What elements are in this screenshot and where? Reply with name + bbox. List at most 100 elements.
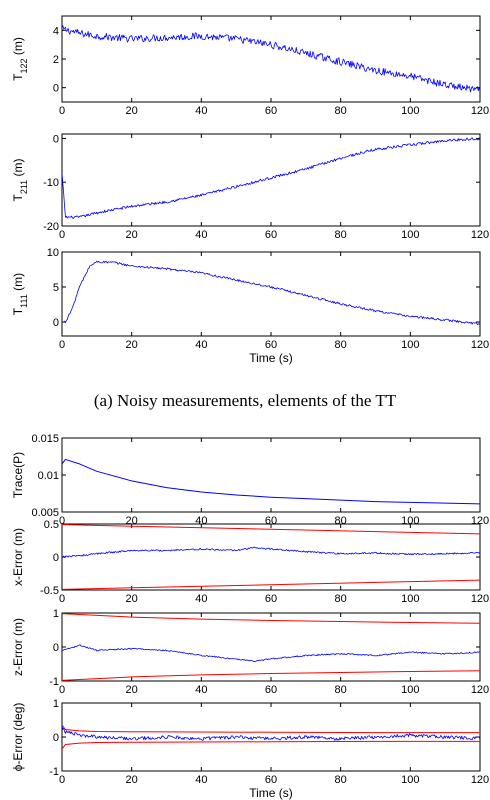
x-tick-label: 80 (335, 774, 347, 786)
x-tick-label: 40 (195, 684, 207, 696)
x-tick-label: 100 (401, 593, 419, 605)
plot-frame (61, 612, 481, 682)
y-axis-label: T122 (m) (11, 37, 29, 81)
x-tick-label: 120 (471, 774, 489, 786)
x-tick-label: 40 (195, 229, 207, 241)
y-tick-label: -20 (43, 221, 59, 233)
x-tick-label: 100 (401, 684, 419, 696)
y-tick-label: 0 (53, 133, 59, 145)
x-tick-label: 0 (59, 515, 65, 527)
x-tick-label: 60 (265, 593, 277, 605)
x-tick-label: 0 (59, 229, 65, 241)
y-axis-label: T111 (m) (11, 273, 29, 315)
x-tick-label: 120 (471, 105, 489, 117)
estimate-line (62, 458, 480, 505)
x-tick-label: 80 (335, 339, 347, 351)
y-tick-label: 2 (53, 54, 59, 66)
estimate-line (62, 25, 480, 93)
x-tick-label: 80 (335, 229, 347, 241)
estimate-line (62, 260, 480, 326)
x-tick-label: 80 (335, 684, 347, 696)
x-tick-label: 120 (471, 593, 489, 605)
y-tick-label: 0 (53, 83, 59, 95)
plot-frame (61, 437, 481, 513)
estimate-line (62, 137, 480, 219)
x-tick-label: 20 (126, 229, 138, 241)
x-tick-label: 40 (195, 339, 207, 351)
estimate-line (62, 546, 480, 558)
bound-line (62, 613, 480, 624)
x-tick-label: 60 (265, 684, 277, 696)
y-tick-label: -0.5 (40, 585, 59, 597)
x-tick-label: 0 (59, 339, 65, 351)
plot-frame (61, 133, 481, 227)
plot-frame (61, 15, 481, 103)
y-axis-label: z-Error (m) (11, 618, 25, 676)
x-tick-label: 120 (471, 229, 489, 241)
y-tick-label: -10 (43, 177, 59, 189)
estimate-line (62, 644, 480, 662)
x-tick-label: 0 (59, 684, 65, 696)
x-tick-label: 60 (265, 339, 277, 351)
x-tick-label: 20 (126, 105, 138, 117)
y-tick-label: 0 (53, 732, 59, 744)
x-axis-label: Time (s) (249, 351, 293, 365)
x-tick-label: 0 (59, 105, 65, 117)
x-tick-label: 100 (401, 105, 419, 117)
x-tick-label: 0 (59, 774, 65, 786)
y-tick-label: 0.5 (44, 519, 59, 531)
x-tick-label: 100 (401, 774, 419, 786)
x-tick-label: 100 (401, 229, 419, 241)
y-tick-label: -1 (49, 766, 59, 778)
x-tick-label: 60 (265, 105, 277, 117)
y-tick-label: 5 (53, 282, 59, 294)
x-tick-label: 40 (195, 774, 207, 786)
x-tick-label: 40 (195, 105, 207, 117)
caption-a: (a) Noisy measurements, elements of the … (94, 391, 397, 410)
x-tick-label: 80 (335, 593, 347, 605)
y-axis-label: T211 (m) (11, 158, 29, 201)
y-tick-label: 4 (53, 25, 59, 37)
plot-frame (61, 702, 481, 772)
x-tick-label: 20 (126, 593, 138, 605)
y-tick-label: 1 (53, 608, 59, 620)
bound-line (62, 740, 480, 750)
y-tick-label: 0 (53, 317, 59, 329)
x-tick-label: 100 (401, 339, 419, 351)
chart-xerr: 0 20 40 60 80 100 120-0.500.5x-Error (m) (11, 519, 489, 605)
plot-frame (61, 251, 481, 337)
x-tick-label: 60 (265, 774, 277, 786)
plot-frame (61, 523, 481, 591)
bound-line (62, 670, 480, 681)
x-tick-label: 120 (471, 339, 489, 351)
chart-t111: 0 20 40 60 80 100 120 0 5 10 T111 (m) Time (s) (11, 247, 489, 365)
bound-line (62, 524, 480, 535)
x-tick-label: 20 (126, 774, 138, 786)
y-tick-label: 10 (47, 247, 59, 259)
x-tick-label: 20 (126, 684, 138, 696)
y-tick-label: 0 (53, 552, 59, 564)
y-tick-label: 1 (53, 698, 59, 710)
x-tick-label: 120 (471, 684, 489, 696)
y-axis-label: x-Error (m) (11, 528, 25, 586)
x-axis-label: Time (s) (249, 786, 293, 800)
x-tick-label: 40 (195, 593, 207, 605)
y-axis-label: ϕ-Error (deg) (11, 703, 25, 772)
chart-t122: 0 20 40 60 80 100 120 0 2 4 T122 (m) (11, 15, 489, 117)
x-tick-label: 80 (335, 105, 347, 117)
x-tick-label: 20 (126, 339, 138, 351)
x-tick-label: 0 (59, 593, 65, 605)
y-tick-label: 0.015 (31, 433, 59, 445)
y-tick-label: 0 (53, 642, 59, 654)
chart-t211: 0 20 40 60 80 100 120 -20 -10 0 T211 (m) (11, 133, 489, 241)
y-tick-label: -1 (49, 676, 59, 688)
estimate-line (62, 725, 480, 741)
bound-line (62, 579, 480, 590)
x-tick-label: 60 (265, 229, 277, 241)
y-tick-label: 0.01 (38, 470, 59, 482)
